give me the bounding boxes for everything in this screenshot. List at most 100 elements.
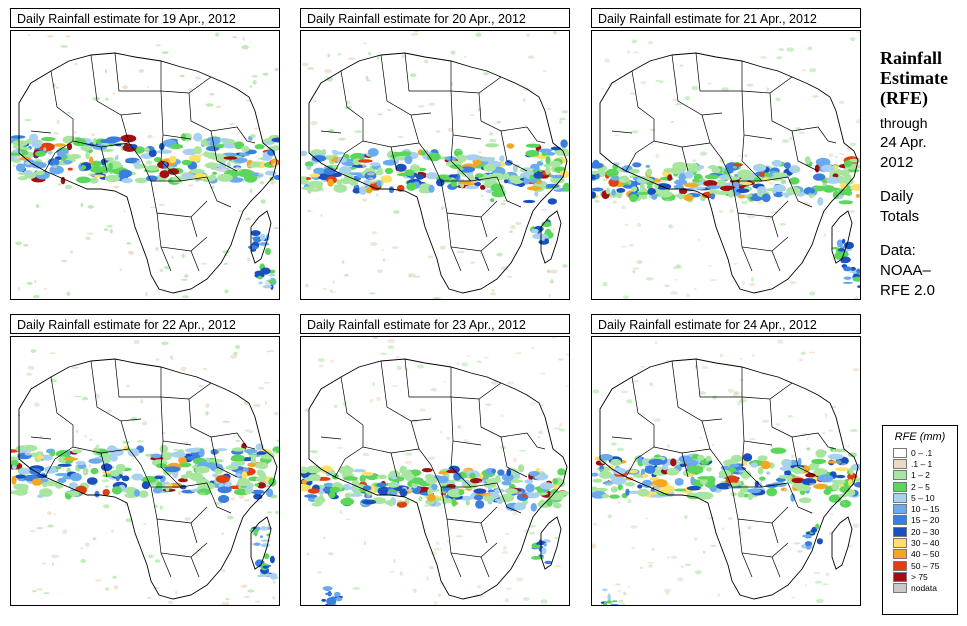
rain-cell: [307, 488, 320, 494]
legend-item: 50 – 75: [893, 560, 957, 571]
rain-cell: [301, 479, 307, 485]
rain-cell: [565, 353, 569, 356]
rain-cell: [236, 439, 240, 443]
rain-cell: [603, 602, 608, 605]
rain-cell: [154, 475, 164, 480]
rain-cell: [523, 199, 536, 204]
rain-cell: [545, 156, 551, 165]
rain-cell: [306, 552, 310, 556]
legend-item: 30 – 40: [893, 537, 957, 549]
country-border: [190, 250, 200, 272]
rain-cell: [655, 153, 659, 158]
rain-cell: [672, 98, 678, 102]
rain-cell: [266, 350, 269, 353]
through-label: through: [880, 115, 928, 131]
rain-cell: [105, 160, 122, 170]
rain-cell: [365, 187, 373, 194]
rain-cell: [676, 577, 684, 582]
rain-cell: [305, 283, 309, 288]
rain-cell: [313, 167, 326, 175]
rain-cell: [221, 569, 226, 572]
source-line-2: RFE 2.0: [880, 282, 936, 299]
map-panel-19-apr: Daily Rainfall estimate for 19 Apr., 201…: [10, 8, 280, 300]
rain-cell: [640, 81, 647, 85]
rain-cell: [250, 230, 261, 236]
rain-cell: [711, 167, 721, 174]
rain-cell: [562, 182, 569, 192]
rain-cell: [238, 210, 242, 212]
rain-cell: [221, 532, 224, 536]
rain-cell: [159, 268, 164, 273]
legend-label: 1 – 2: [911, 470, 930, 481]
rain-cell: [311, 474, 321, 482]
rain-cell: [206, 145, 220, 152]
rain-cell: [477, 107, 482, 112]
rain-cell: [718, 209, 724, 213]
rain-cell: [377, 56, 380, 60]
rain-cell: [86, 477, 98, 485]
country-border: [160, 440, 208, 488]
rain-cell: [699, 151, 707, 156]
rain-cell: [659, 485, 675, 494]
rain-cell: [813, 468, 827, 476]
rain-cell: [215, 475, 230, 484]
rain-cell: [780, 179, 787, 185]
legend-item: 20 – 30: [893, 526, 957, 537]
country-border: [671, 54, 723, 116]
rain-cell: [342, 401, 347, 406]
rain-cell: [23, 170, 33, 175]
rain-cell: [145, 291, 148, 297]
rain-cell: [612, 82, 619, 85]
rain-cell: [41, 137, 56, 142]
rain-cell: [85, 236, 91, 241]
rain-cell: [463, 56, 467, 59]
rain-cell: [617, 500, 621, 504]
rain-cell: [524, 172, 528, 178]
rain-cell: [32, 590, 37, 593]
rain-cell: [57, 183, 62, 186]
rain-cell: [253, 542, 261, 546]
rain-cell: [180, 366, 187, 372]
rain-cell: [89, 166, 106, 173]
rain-cell: [396, 500, 404, 503]
rain-cell: [815, 449, 826, 458]
rain-cell: [129, 144, 138, 149]
rain-cell: [618, 170, 624, 173]
rain-cell: [368, 51, 372, 56]
date-line-1: 24 Apr.: [880, 134, 927, 151]
rain-cell: [744, 154, 748, 158]
rain-cell: [638, 179, 643, 182]
rain-cell: [404, 155, 413, 165]
rain-cell: [518, 464, 525, 473]
rain-cell: [674, 278, 678, 281]
country-border: [480, 216, 488, 238]
rain-cell: [330, 469, 335, 475]
rain-cell: [406, 182, 417, 191]
rain-cell: [813, 572, 821, 574]
rain-cell: [655, 79, 661, 82]
rain-cell: [396, 365, 402, 371]
rain-cell: [855, 119, 860, 124]
rain-cell: [235, 166, 240, 169]
rain-cell: [455, 535, 464, 538]
rain-cell: [88, 173, 96, 177]
country-border: [44, 446, 74, 478]
rain-cell: [104, 485, 110, 488]
rain-cell: [410, 73, 417, 78]
country-border: [480, 250, 490, 272]
rain-cell: [742, 280, 745, 285]
country-border: [156, 212, 208, 252]
legend-label: > 75: [911, 571, 928, 582]
country-border: [500, 130, 528, 172]
rain-cell: [550, 176, 565, 184]
rain-cell: [26, 372, 32, 376]
rain-cell: [489, 132, 493, 136]
rain-cell: [309, 450, 317, 453]
rain-cell: [592, 544, 597, 549]
rain-cell: [834, 155, 839, 159]
rain-cell: [268, 349, 275, 352]
rain-cell: [306, 465, 322, 474]
rain-cell: [510, 175, 525, 185]
rain-cell: [184, 517, 191, 521]
rain-cell: [162, 452, 173, 458]
